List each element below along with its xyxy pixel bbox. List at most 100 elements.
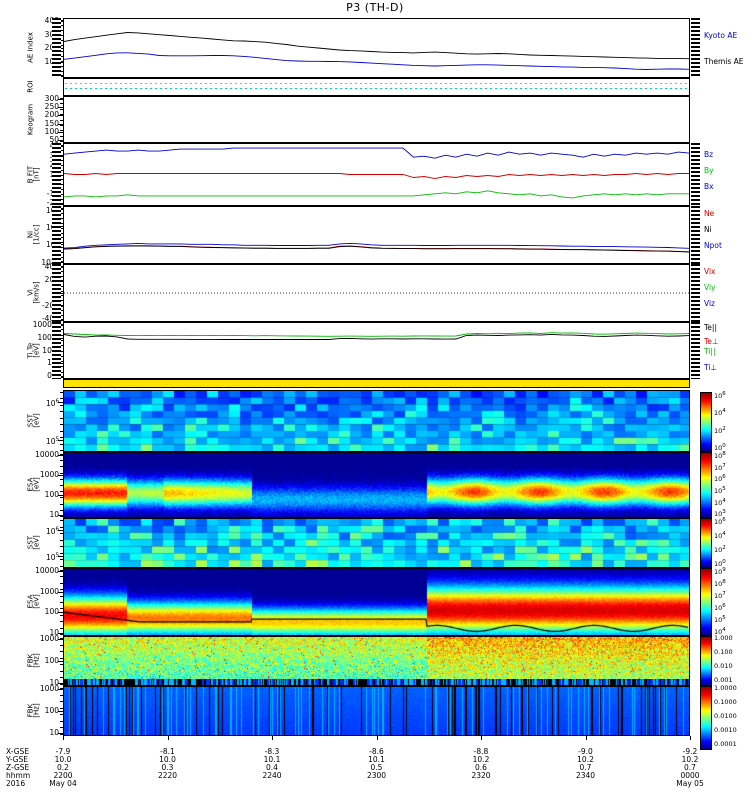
minor-tick <box>60 485 63 486</box>
minor-tick <box>60 66 63 67</box>
minor-tick <box>60 165 63 166</box>
bottom-value-y_gse: 10.2 <box>577 755 594 764</box>
minor-tick <box>60 559 63 560</box>
minor-tick <box>60 345 63 346</box>
spectrogram-fbk_b <box>64 687 689 735</box>
minor-tick <box>60 377 63 378</box>
bottom-value-z_gse: 0.7 <box>684 763 696 772</box>
minor-tick <box>60 444 63 445</box>
ytick-vi-3: -200 <box>41 301 59 310</box>
minor-tick <box>60 701 63 702</box>
ytick-tite-0: 1000.0 <box>32 320 59 329</box>
tickmark <box>58 475 63 476</box>
minor-tick <box>60 366 63 367</box>
ytick-fbk_b-0: 1000 <box>39 684 59 693</box>
minor-tick <box>60 109 63 110</box>
minor-tick <box>60 602 63 603</box>
legend-ti-perp: Ti⊥ <box>704 363 717 372</box>
legend-vix: Vix <box>704 267 716 276</box>
colorbar-cb_sst_i <box>700 518 712 568</box>
colorbar-label: 108 <box>714 451 726 461</box>
colorbar-label: 0.0100 <box>714 712 737 720</box>
bottom-value-y_gse: 10.0 <box>159 755 176 764</box>
minor-tick <box>60 411 63 412</box>
bottom-value-hhmm: 2320 <box>471 771 491 780</box>
minor-tick <box>60 664 63 665</box>
minor-tick <box>60 340 63 341</box>
x-tick <box>481 736 482 740</box>
minor-tick <box>60 170 63 171</box>
minor-tick <box>60 20 63 21</box>
minor-tick <box>60 271 63 272</box>
minor-tick <box>60 45 63 46</box>
minor-tick <box>60 608 63 609</box>
minor-tick <box>60 520 63 521</box>
ytick-vi-0: 400 <box>23 263 59 271</box>
minor-tick <box>60 583 63 584</box>
x-tick <box>586 736 587 740</box>
curve-Ni <box>64 245 689 253</box>
minor-tick <box>60 103 63 104</box>
tick-strip-tite <box>691 322 700 379</box>
colorbar-label: 104 <box>714 531 726 541</box>
colorbar-label: 100 <box>714 559 726 569</box>
minor-tick <box>60 120 63 121</box>
legend-ne: Ne <box>704 209 715 218</box>
curve-Bx <box>64 190 689 199</box>
minor-tick <box>60 504 63 505</box>
minor-tick <box>60 145 63 146</box>
bottom-value-z_gse: 0.3 <box>161 763 174 772</box>
minor-tick <box>60 199 63 200</box>
minor-tick <box>60 708 63 709</box>
bottom-value-hhmm: 2240 <box>262 771 282 780</box>
ytick-fbk_e-0: 1000 <box>39 634 59 643</box>
ytick-keogram-4: 100 <box>44 126 59 136</box>
tickmark <box>58 633 63 634</box>
bottom-value-x_gse: -9.0 <box>578 747 593 756</box>
curve-Ti <box>64 332 689 337</box>
colorbar-label: 100 <box>714 443 726 453</box>
minor-tick <box>60 727 63 728</box>
colorbar-label: 107 <box>714 462 726 472</box>
ytick-fbk_b-2: 10 <box>49 728 59 737</box>
minor-tick <box>60 257 63 258</box>
minor-tick <box>60 276 63 277</box>
minor-tick <box>60 213 63 214</box>
minor-tick <box>60 677 63 678</box>
minor-tick <box>60 596 63 597</box>
ytick-sst_e-0: 106 <box>45 398 59 408</box>
ytick-vi-4: -400 <box>41 314 59 323</box>
minor-tick <box>60 372 63 373</box>
colorbar-label: 106 <box>714 603 726 613</box>
colorbar-label: 104 <box>714 408 726 418</box>
colorbar-label: 0.001 <box>714 676 733 684</box>
panel-keogram <box>63 96 690 143</box>
tickmark <box>58 124 63 125</box>
bottom-value-x_gse: -8.1 <box>160 747 175 756</box>
ytick-tite-1: 100.0 <box>37 332 59 342</box>
tickmark <box>58 661 63 662</box>
minor-tick <box>60 320 63 321</box>
minor-tick <box>60 628 63 629</box>
tickmark <box>58 683 63 684</box>
minor-tick <box>60 473 63 474</box>
minor-tick <box>60 615 63 616</box>
colorbar-label: 104 <box>714 497 726 507</box>
minor-tick <box>60 300 63 301</box>
minor-tick <box>60 638 63 639</box>
panel-tite <box>63 322 690 379</box>
tickmark <box>58 689 63 690</box>
colorbar-cb_fbk_b <box>700 686 712 750</box>
minor-tick <box>60 51 63 52</box>
minor-tick <box>60 194 63 195</box>
bottom-row-label-2: Z-GSE <box>6 763 30 772</box>
colorbar-label: 1.000 <box>714 634 733 642</box>
tick-strip-left-bfit <box>52 143 61 206</box>
minor-tick <box>60 516 63 517</box>
minor-tick <box>60 130 63 131</box>
colorbar-label: 107 <box>714 591 726 601</box>
tickmark <box>58 530 63 531</box>
colorbar-cb_esa_e <box>700 452 712 518</box>
x-tick <box>272 736 273 740</box>
minor-tick <box>60 546 63 547</box>
